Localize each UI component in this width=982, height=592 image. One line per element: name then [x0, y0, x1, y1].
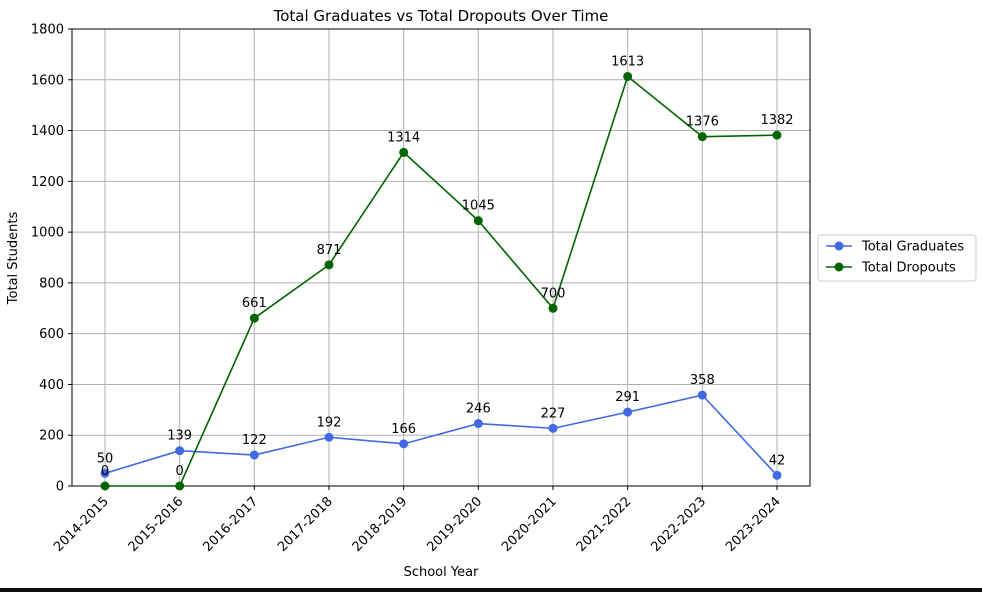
data-label: 122: [242, 433, 267, 448]
data-point: [399, 439, 409, 449]
series-layer: 50 139 122 192 166 246 227 291 358 42 0 0 661 871 1314…: [97, 54, 794, 491]
data-point: [100, 468, 110, 478]
series-line: [104, 394, 778, 476]
x-tick-label: 2017-2018: [275, 494, 336, 555]
data-point: [697, 390, 707, 400]
data-point: [473, 216, 483, 226]
data-label: 139: [167, 429, 192, 444]
x-axis-label: School Year: [404, 565, 479, 580]
x-tick-label: 2018-2019: [350, 494, 411, 555]
x-tick-label: 2015-2016: [126, 494, 187, 555]
y-tick-label: 200: [39, 429, 64, 444]
x-tick-label: 2016-2017: [200, 494, 261, 555]
data-label: 1376: [686, 115, 719, 130]
y-tick-label: 1400: [31, 124, 64, 139]
data-label: 661: [242, 296, 267, 311]
data-point: [697, 132, 707, 142]
data-point: [175, 446, 185, 456]
data-label: 700: [541, 286, 566, 301]
y-tick-label: 600: [39, 327, 64, 342]
window-bottom-border: [0, 588, 982, 592]
legend-marker: [834, 241, 844, 251]
data-point: [324, 432, 334, 442]
data-point: [548, 303, 558, 313]
data-label: 0: [101, 464, 109, 479]
data-point: [772, 470, 782, 480]
y-tick-label: 0: [56, 480, 64, 495]
x-tick-label: 2019-2020: [424, 494, 485, 555]
y-tick-label: 1200: [31, 175, 64, 190]
series-line: [105, 75, 778, 487]
y-tick-label: 1000: [31, 226, 64, 241]
data-label: 166: [391, 422, 416, 437]
data-label: 291: [615, 390, 640, 405]
data-label: 1382: [760, 113, 793, 128]
data-label: 192: [317, 415, 342, 430]
x-tick-label: 2022-2023: [648, 494, 709, 555]
x-tick-label: 2021-2022: [574, 494, 635, 555]
y-tick-label: 800: [39, 276, 64, 291]
grid: [72, 28, 810, 487]
data-label: 50: [97, 451, 114, 466]
legend-marker: [834, 262, 844, 272]
legend-box: [817, 234, 977, 282]
data-label: 1613: [611, 54, 644, 69]
data-point: [324, 260, 334, 270]
data-label: 1314: [387, 130, 420, 145]
y-tick-label: 1600: [31, 73, 64, 88]
legend-label: Total Dropouts: [861, 261, 956, 276]
data-point: [772, 130, 782, 140]
x-tick-label: 2020-2021: [499, 494, 560, 555]
data-point: [175, 481, 185, 491]
data-point: [623, 407, 633, 417]
data-point: [249, 450, 259, 460]
data-label: 227: [541, 406, 566, 421]
y-tick-label: 1800: [31, 23, 64, 38]
data-label: 358: [690, 373, 715, 388]
y-tick-label: 400: [39, 378, 64, 393]
y-axis: 0 200 400 600 800 1000 1200 1400 1600 1800: [31, 23, 72, 495]
chart-title: Total Graduates vs Total Dropouts Over T…: [273, 7, 609, 25]
data-point: [399, 147, 409, 157]
data-point: [100, 481, 110, 491]
x-tick-label: 2023-2024: [723, 494, 784, 555]
data-label: 246: [466, 402, 491, 417]
data-point: [249, 313, 259, 323]
data-label: 1045: [462, 199, 495, 214]
data-point: [623, 71, 633, 81]
x-axis: 2014-2015 2015-2016 2016-2017 2017-2018 2018…: [51, 486, 784, 555]
plot-frame: [71, 28, 811, 487]
data-label: 0: [176, 464, 184, 479]
data-point: [473, 419, 483, 429]
x-tick-label: 2014-2015: [51, 494, 112, 555]
legend: Total Graduates Total Dropouts: [817, 234, 977, 282]
legend-label: Total Graduates: [861, 240, 964, 255]
y-axis-label: Total Students: [6, 212, 21, 306]
data-label: 42: [769, 453, 786, 468]
data-label: 871: [317, 243, 342, 258]
data-point: [548, 423, 558, 433]
